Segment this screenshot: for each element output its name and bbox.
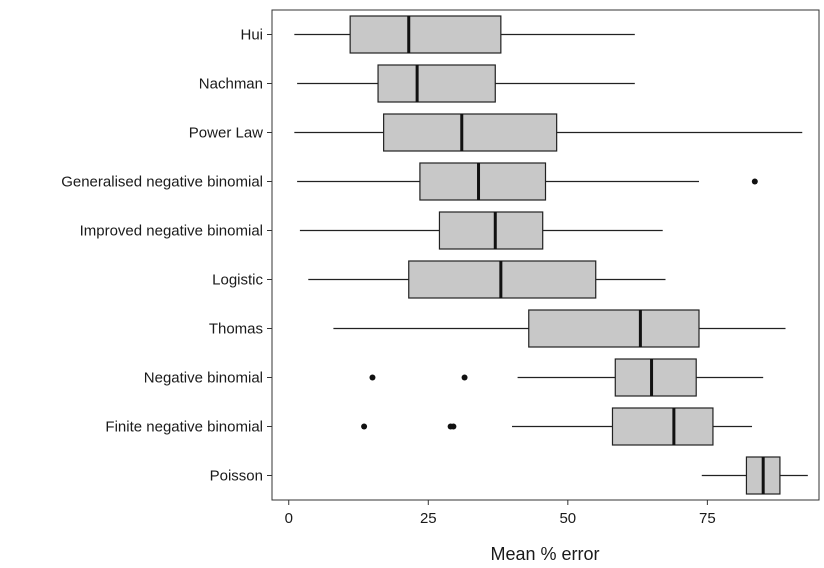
category-label: Negative binomial (144, 370, 263, 387)
box-group (333, 309, 786, 348)
outlier-point (751, 178, 758, 185)
box-iqr (377, 64, 496, 103)
x-axis-title: Mean % error (490, 544, 599, 564)
box-group (299, 211, 663, 250)
outlier-point (450, 423, 457, 430)
outlier-point (361, 423, 368, 430)
x-axis-ticks: 0 25 50 75 (285, 500, 716, 527)
category-label: Thomas (209, 321, 263, 338)
x-tick-label: 50 (559, 510, 576, 527)
x-tick-label: 75 (699, 510, 716, 527)
box-iqr (528, 309, 700, 348)
category-label: Improved negative binomial (80, 223, 263, 240)
plot-panel (271, 9, 820, 501)
x-tick-label: 0 (285, 510, 293, 527)
box-group (701, 456, 808, 495)
category-labels: Hui Nachman Power Law Generalised negative … (61, 27, 272, 485)
category-label: Nachman (199, 76, 263, 93)
box-group (308, 260, 666, 299)
box-iqr (438, 211, 544, 250)
outlier-point (461, 374, 468, 381)
outlier-point (369, 374, 376, 381)
category-label: Finite negative binomial (105, 419, 263, 436)
box-iqr (383, 113, 558, 152)
box-iqr (614, 358, 697, 397)
category-label: Logistic (212, 272, 263, 289)
x-tick-label: 25 (420, 510, 437, 527)
box-iqr (349, 15, 502, 54)
box-group (294, 15, 635, 54)
category-label: Generalised negative binomial (61, 174, 263, 191)
box-iqr (419, 162, 547, 201)
boxes-layer (294, 15, 808, 495)
box-group (294, 113, 803, 152)
box-group (297, 162, 758, 201)
category-label: Hui (240, 27, 263, 44)
category-label: Poisson (210, 468, 263, 485)
box-group (369, 358, 764, 397)
box-iqr (611, 407, 714, 446)
box-group (297, 64, 635, 103)
category-label: Power Law (189, 125, 263, 142)
box-group (361, 407, 753, 446)
